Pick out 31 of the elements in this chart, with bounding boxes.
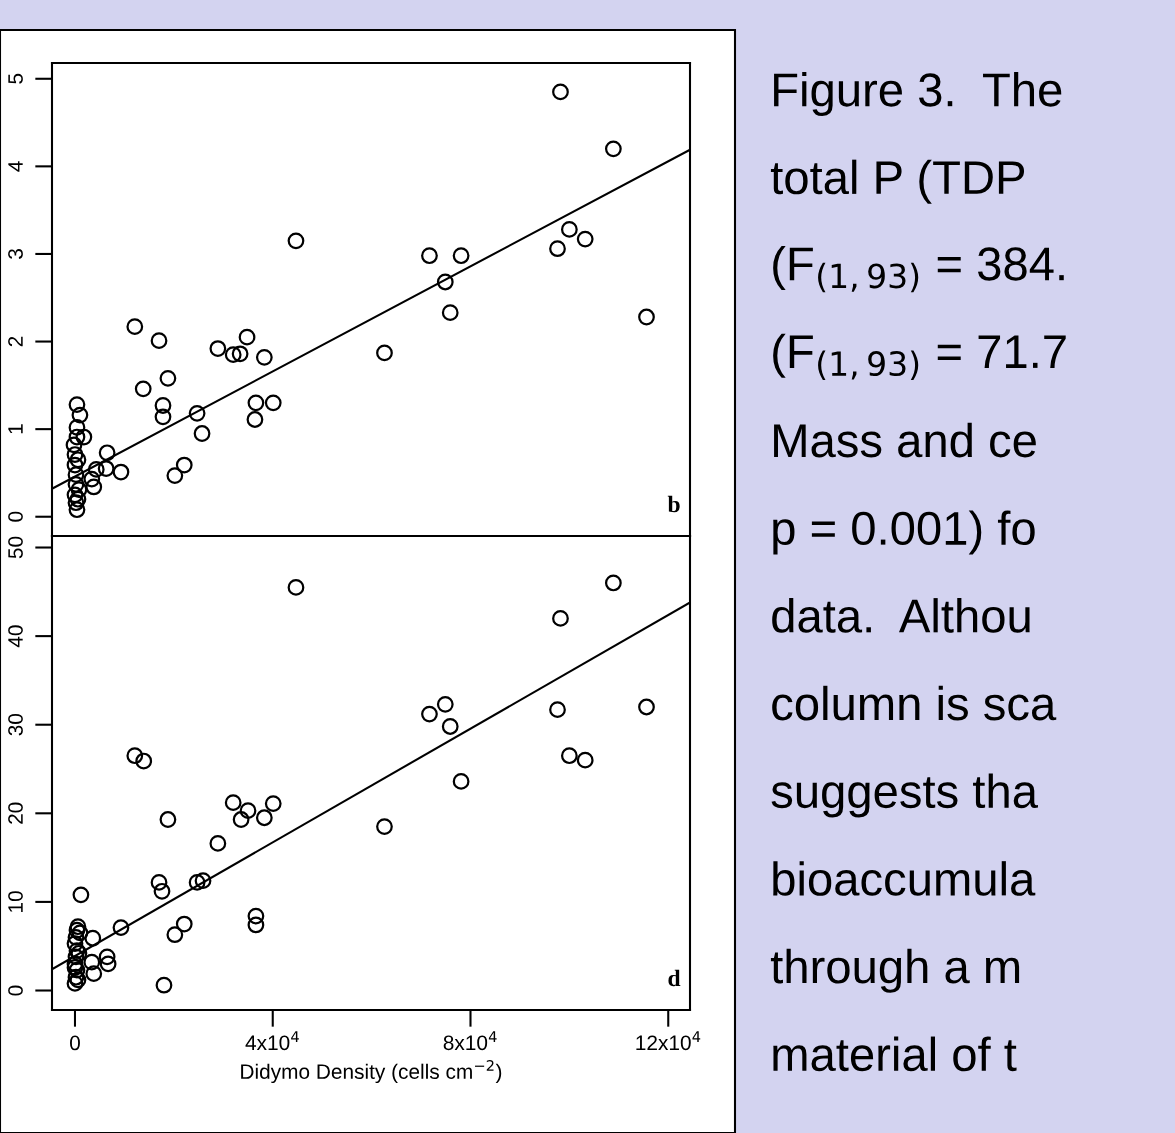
y-tick-label: 50 <box>8 536 23 559</box>
y-tick-label: 0 <box>8 985 23 996</box>
y-tick-label: 4 <box>8 161 23 172</box>
text: p = 0.001) fo <box>773 510 1035 555</box>
text: (F$_{(1,93)}$ = 384. <box>773 245 1064 293</box>
annotation: d <box>668 969 681 987</box>
text: bioaccumula <box>773 861 1036 896</box>
caption: Figure 3. The <box>774 71 1062 116</box>
x-tick-label: 0 <box>70 1035 80 1051</box>
text: data. Althou <box>772 598 1030 633</box>
text: total P (TDP <box>770 159 1025 204</box>
y-tick-label: 0 <box>8 511 23 522</box>
y-tick-label: 5 <box>8 73 23 84</box>
y-tick-label: 20 <box>8 802 23 824</box>
annotation: b <box>667 495 680 513</box>
text: material of t <box>773 1036 1017 1072</box>
y-tick-label: 1 <box>8 424 23 434</box>
text: column is sca <box>772 685 1057 721</box>
text: through a m <box>770 948 1020 993</box>
y-tick-label: 10 <box>8 891 23 912</box>
x-tick-label: 8x10$^{4}$ <box>443 1031 497 1051</box>
text: (F$_{(1,93)}$ = 71.7 <box>773 333 1066 380</box>
y-tick-label: 30 <box>8 713 23 736</box>
text: Mass and ce <box>774 422 1036 458</box>
x-tick-label: 4x10$^{4}$ <box>245 1031 299 1051</box>
text: suggests tha <box>771 773 1038 818</box>
x-axis-title: Didymo Density (cells cm$^{−2}$) <box>241 1059 502 1084</box>
y-tick-label: 2 <box>8 336 23 347</box>
x-tick-label: 12x10$^{4}$ <box>636 1031 701 1051</box>
y-tick-label: 3 <box>8 249 23 259</box>
y-tick-label: 40 <box>8 625 23 648</box>
